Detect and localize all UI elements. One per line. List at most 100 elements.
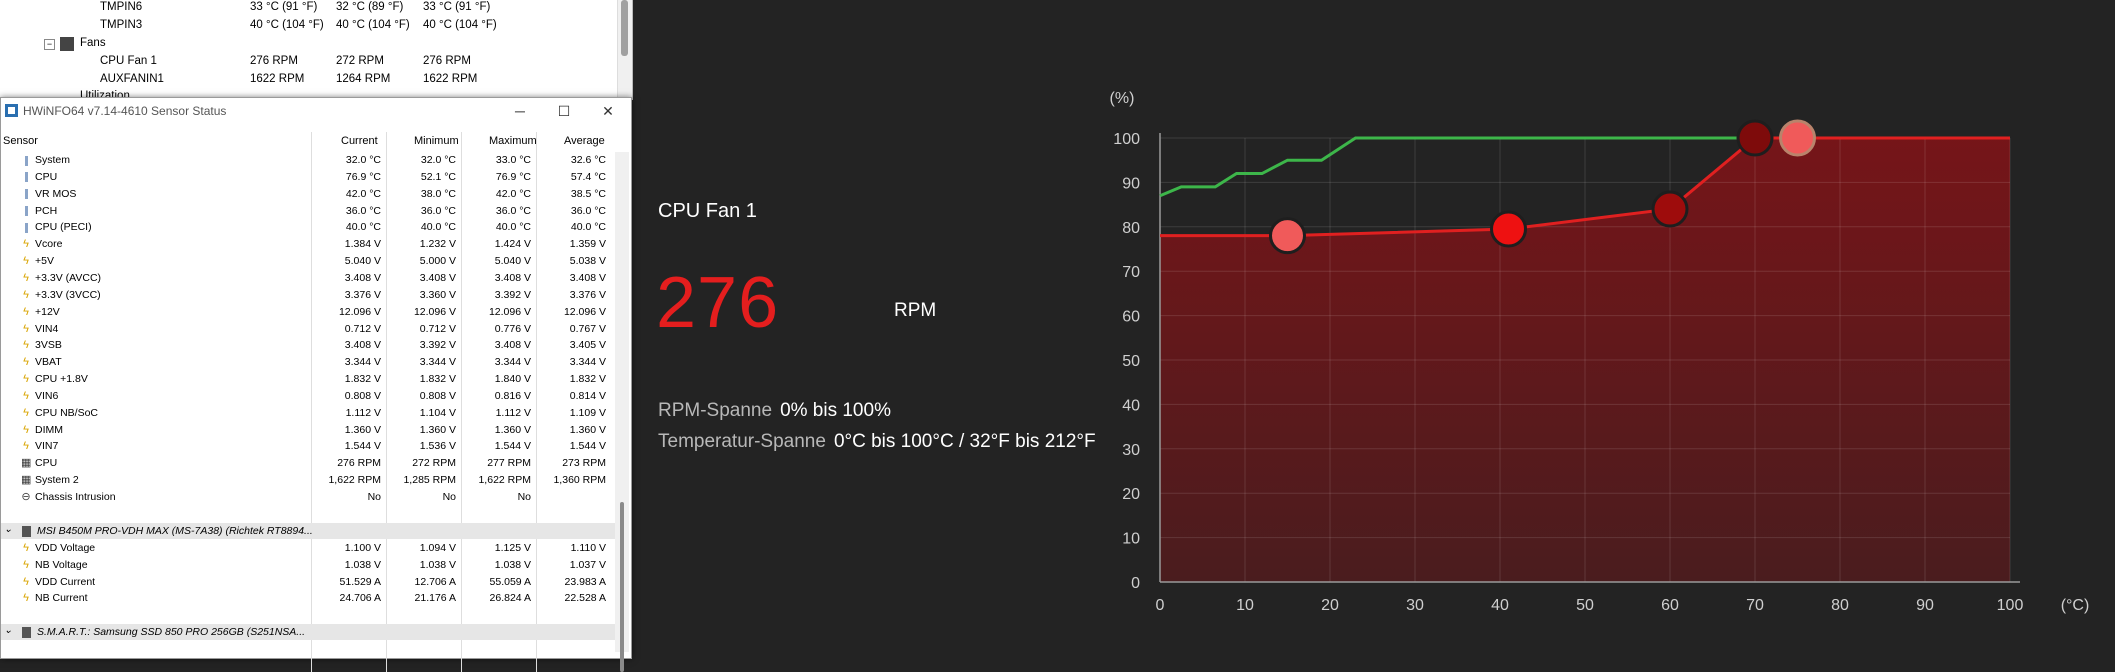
header-current[interactable]: Current <box>341 135 378 147</box>
sensor-row[interactable]: CPU (PECI) 40.0 °C 40.0 °C 40.0 °C 40.0 °C <box>1 219 615 236</box>
sensor-value-max: 277 RPM <box>487 457 531 470</box>
fan-icon: ▦ <box>21 474 32 487</box>
sensor-row[interactable]: CPU 76.9 °C 52.1 °C 76.9 °C 57.4 °C <box>1 169 615 186</box>
sensor-row[interactable]: ⊖ Chassis Intrusion No No No <box>1 489 615 506</box>
fan-curve-control-point[interactable] <box>1490 210 1527 248</box>
window-titlebar[interactable]: HWiNFO64 v7.14-4610 Sensor Status ─ ☐ ✕ <box>1 98 631 124</box>
sensor-row[interactable]: ϟ +12V 12.096 V 12.096 V 12.096 V 12.096 V <box>1 304 615 321</box>
tree-row-current: 33 °C (91 °F) <box>250 1 318 13</box>
rpm-span-label: RPM-Spanne <box>658 400 773 421</box>
fan-curve-control-point[interactable] <box>1651 190 1689 228</box>
sensor-value-max: 33.0 °C <box>495 154 531 166</box>
column-divider <box>536 132 537 672</box>
header-sensor[interactable]: Sensor <box>3 135 38 147</box>
sensor-row[interactable]: ϟ CPU +1.8V 1.832 V 1.832 V 1.840 V 1.832 V <box>1 371 615 388</box>
sensor-group-row[interactable]: ⌄ S.M.A.R.T.: Samsung SSD 850 PRO 256GB (… <box>1 624 615 641</box>
sensor-scrollbar[interactable] <box>615 152 629 672</box>
sensor-name: VIN7 <box>35 440 59 453</box>
y-tick-label: 80 <box>1122 220 1140 237</box>
y-tick-label: 40 <box>1122 397 1140 414</box>
header-minimum[interactable]: Minimum <box>414 135 459 147</box>
sensor-value-cur: 1.112 V <box>345 406 381 419</box>
temp-span: Temperatur-Spanne 0°C bis 100°C / 32°F bi… <box>658 431 1102 453</box>
fan-curve-area <box>1160 138 2010 582</box>
sensor-value-cur: 3.376 V <box>344 288 381 301</box>
sensor-value-max: 36.0 °C <box>495 204 531 217</box>
fan-curve-control-point[interactable] <box>1269 217 1306 255</box>
sensor-value-min: No <box>442 491 456 503</box>
sensor-name: System <box>35 154 71 166</box>
sensor-row[interactable]: ϟ Vcore 1.384 V 1.232 V 1.424 V 1.359 V <box>1 236 615 253</box>
voltage-icon: ϟ <box>23 389 29 402</box>
maximize-button[interactable]: ☐ <box>557 103 571 119</box>
sensor-row[interactable]: ϟ NB Current 24.706 A 21.176 A 26.824 A 22.52… <box>1 590 615 607</box>
header-maximum[interactable]: Maximum <box>489 135 537 147</box>
sensor-value-max: 55.059 A <box>489 575 531 588</box>
sensor-row[interactable]: ϟ +3.3V (AVCC) 3.408 V 3.408 V 3.408 V 3.408 … <box>1 270 615 287</box>
sensor-value-min: 36.0 °C <box>420 204 456 217</box>
sensor-value-min: 1.038 V <box>419 558 456 571</box>
y-tick-label: 30 <box>1122 442 1140 459</box>
sensor-name: VDD Voltage <box>35 541 96 554</box>
sensor-row[interactable]: ▦ CPU 276 RPM 272 RPM 277 RPM 273 RPM <box>1 455 615 472</box>
minimize-button[interactable]: ─ <box>515 103 525 119</box>
scrollbar-thumb[interactable] <box>621 0 628 56</box>
sensor-value-avg: 0.814 V <box>569 389 606 402</box>
sensor-row[interactable]: VR MOS 42.0 °C 38.0 °C 42.0 °C 38.5 °C <box>1 186 615 203</box>
sensor-value-max: 1.125 V <box>494 541 531 554</box>
sensor-row[interactable]: ▦ System 2 1,622 RPM 1,285 RPM 1,622 RPM 1,36… <box>1 472 615 489</box>
sensor-name: NB Current <box>35 592 88 605</box>
sensor-row[interactable]: ϟ NB Voltage 1.038 V 1.038 V 1.038 V 1.037 V <box>1 557 615 574</box>
voltage-icon: ϟ <box>23 440 29 453</box>
sensor-group-row[interactable]: ⌄ MSI B450M PRO-VDH MAX (MS-7A38) (Richte… <box>1 522 615 539</box>
fan-curve-svg[interactable]: 0 10 20 30 40 50 60 70 80 90 100 0 10 20 30 40 50 60 70 80 9… <box>1080 0 2115 650</box>
sensor-value-min: 1.360 V <box>419 423 456 436</box>
temp-span-label: Temperatur-Spanne <box>658 431 826 452</box>
sensor-value-avg: 1.037 V <box>569 558 606 571</box>
chevron-down-icon[interactable]: ⌄ <box>4 625 13 637</box>
fan-curve-control-point[interactable] <box>1779 119 1816 157</box>
sensor-row[interactable]: ϟ 3VSB 3.408 V 3.392 V 3.408 V 3.405 V <box>1 337 615 354</box>
sensor-row[interactable]: ϟ +5V 5.040 V 5.000 V 5.040 V 5.038 V <box>1 253 615 270</box>
header-average[interactable]: Average <box>564 135 605 147</box>
tree-row-name: TMPIN3 <box>100 19 143 31</box>
sensor-value-avg: 3.405 V <box>569 339 606 352</box>
sensor-row[interactable]: ϟ VIN7 1.544 V 1.536 V 1.544 V 1.544 V <box>1 438 615 455</box>
sensor-value-avg: 32.6 °C <box>570 154 606 166</box>
tree-row-current: 276 RPM <box>250 55 298 67</box>
sensor-row[interactable]: ϟ CPU NB/SoC 1.112 V 1.104 V 1.112 V 1.109 V <box>1 405 615 422</box>
sensor-name: CPU +1.8V <box>35 373 88 386</box>
sensor-group-name: S.M.A.R.T.: Samsung SSD 850 PRO 256GB (S… <box>37 626 306 639</box>
sensor-value-cur: 1.832 V <box>344 373 381 386</box>
sensor-row[interactable]: ϟ DIMM 1.360 V 1.360 V 1.360 V 1.360 V <box>1 422 615 439</box>
x-tick-label: 50 <box>1576 597 1594 614</box>
chevron-down-icon[interactable]: ⌄ <box>4 523 13 535</box>
tree-row-max: 1622 RPM <box>423 73 478 85</box>
sensor-name: Chassis Intrusion <box>35 491 116 503</box>
y-tick-label: 50 <box>1122 353 1140 370</box>
sensor-row[interactable]: ϟ VIN6 0.808 V 0.808 V 0.816 V 0.814 V <box>1 388 615 405</box>
sensor-value-avg: 23.983 A <box>564 575 606 588</box>
collapse-icon[interactable]: − <box>44 39 55 50</box>
sensor-name: VBAT <box>35 356 62 369</box>
sensor-row[interactable]: PCH 36.0 °C 36.0 °C 36.0 °C 36.0 °C <box>1 203 615 220</box>
sensor-value-avg: 1.359 V <box>569 238 606 251</box>
sensor-row[interactable]: ϟ VIN4 0.712 V 0.712 V 0.776 V 0.767 V <box>1 321 615 338</box>
y-tick-label: 100 <box>1113 131 1140 148</box>
close-button[interactable]: ✕ <box>602 103 614 119</box>
sensor-row[interactable]: ϟ +3.3V (3VCC) 3.376 V 3.360 V 3.392 V 3.376 … <box>1 287 615 304</box>
sensor-row[interactable]: ϟ VBAT 3.344 V 3.344 V 3.344 V 3.344 V <box>1 354 615 371</box>
sensor-row[interactable]: System 32.0 °C 32.0 °C 33.0 °C 32.6 °C <box>1 152 615 169</box>
tree-fans-label: Fans <box>80 37 106 49</box>
sensor-value-max: 12.096 V <box>488 305 531 318</box>
sensor-row[interactable]: ϟ VDD Voltage 1.100 V 1.094 V 1.125 V 1.110 V <box>1 540 615 557</box>
fan-curve-control-point[interactable] <box>1736 119 1774 157</box>
fan-curve-chart: 0 10 20 30 40 50 60 70 80 90 100 0 10 20 30 40 50 60 70 80 9… <box>1080 0 2115 650</box>
scrollbar-thumb[interactable] <box>620 502 624 672</box>
x-tick-label: 30 <box>1406 597 1424 614</box>
sensor-value-min: 12.096 V <box>413 305 456 318</box>
thermometer-icon <box>21 170 31 184</box>
tree-scrollbar[interactable] <box>617 0 632 100</box>
sensor-row[interactable]: ϟ VDD Current 51.529 A 12.706 A 55.059 A 23.9… <box>1 574 615 591</box>
sensor-name: VR MOS <box>35 187 77 200</box>
